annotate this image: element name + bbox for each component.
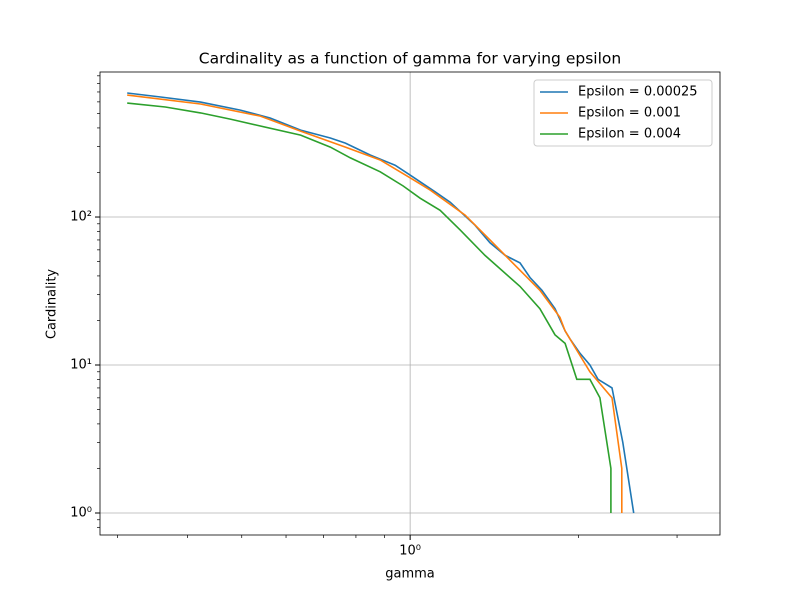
legend-box	[533, 79, 713, 147]
legend-label: Epsilon = 0.004	[578, 127, 681, 142]
y-tick-label: 10²	[70, 210, 92, 225]
series-line	[127, 92, 635, 514]
x-tick-label: 10⁰	[399, 544, 421, 559]
y-tick-label: 10⁰	[70, 505, 92, 520]
y-tick-label: 10¹	[70, 358, 92, 373]
plot-frame	[99, 71, 721, 536]
legend-label: Epsilon = 0.001	[578, 106, 681, 121]
series-line	[127, 102, 612, 513]
y-axis-label: Cardinality	[45, 269, 60, 340]
x-axis-label: gamma	[385, 567, 435, 582]
series-line	[127, 94, 623, 513]
legend-label: Epsilon = 0.00025	[578, 85, 698, 100]
chart-title: Cardinality as a function of gamma for v…	[199, 50, 621, 68]
